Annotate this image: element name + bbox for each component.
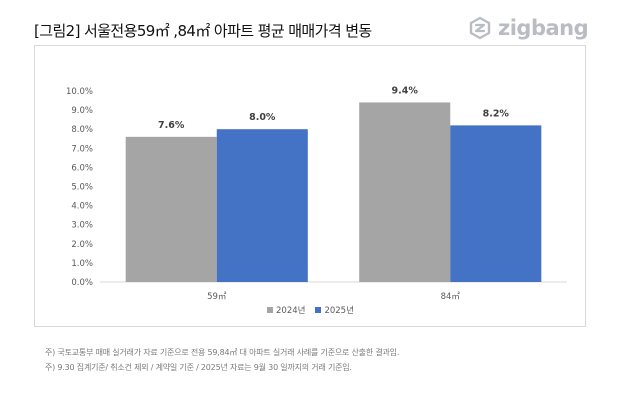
legend-label-2024: 2024년 — [276, 306, 306, 316]
y-tick-label: 4.0% — [71, 202, 93, 212]
y-tick-label: 10.0% — [66, 87, 93, 97]
legend-item-2024: 2024년 — [267, 304, 305, 316]
y-tick-label: 0.0% — [71, 278, 93, 288]
logo-text: zigbang — [498, 16, 589, 40]
legend-swatch-2024 — [267, 307, 273, 313]
bar-2025-84 — [450, 125, 542, 282]
footnote-1: 주) 국토교통부 매매 실거래가 자료 기준으로 전용 59,84㎡ 대 아파트… — [45, 348, 400, 357]
zigbang-logo-icon — [469, 16, 491, 40]
legend-swatch-2025 — [315, 307, 322, 313]
bar-2025-59 — [216, 129, 308, 282]
y-tick-label: 7.0% — [71, 144, 93, 154]
y-tick-label: 1.0% — [71, 259, 93, 269]
y-tick-label: 5.0% — [71, 183, 93, 193]
y-tick-label: 9.0% — [71, 106, 93, 116]
y-tick-label: 6.0% — [71, 163, 93, 173]
page-title: [그림2] 서울전용59㎡ ,84㎡ 아파트 평균 매매가격 변동 — [34, 22, 372, 40]
chart-area: 0.0% 1.0% 2.0% 3.0% 4.0% 5.0% 6.0% 7.0% 8.0% 9.0%… — [34, 45, 586, 327]
y-tick-label: 8.0% — [71, 125, 93, 135]
data-label: 7.6% — [158, 120, 185, 131]
chart-legend: 2024년 2025년 — [267, 304, 354, 316]
data-label: 8.2% — [483, 108, 510, 119]
y-tick-label: 3.0% — [71, 221, 93, 231]
brand-logo: zigbang — [468, 16, 589, 40]
x-tick-label: 59㎡ — [207, 292, 227, 302]
bar-2024-59 — [125, 136, 217, 282]
bar-chart: 0.0% 1.0% 2.0% 3.0% 4.0% 5.0% 6.0% 7.0% 8.0% 9.0%… — [66, 85, 567, 302]
footnotes: 주) 국토교통부 매매 실거래가 자료 기준으로 전용 59,84㎡ 대 아파트… — [45, 345, 399, 375]
footnote-2: 주) 9.30 집계기준/ 취소건 제외 / 계약일 기준 / 2025년 자료… — [45, 363, 352, 372]
legend-label-2025: 2025년 — [324, 306, 354, 316]
bar-2024-84 — [359, 102, 451, 283]
data-label: 9.4% — [392, 85, 419, 96]
y-tick-label: 2.0% — [71, 240, 93, 250]
x-tick-label: 84㎡ — [441, 292, 461, 302]
data-label: 8.0% — [249, 112, 276, 123]
legend-item-2025: 2025년 — [315, 304, 354, 316]
